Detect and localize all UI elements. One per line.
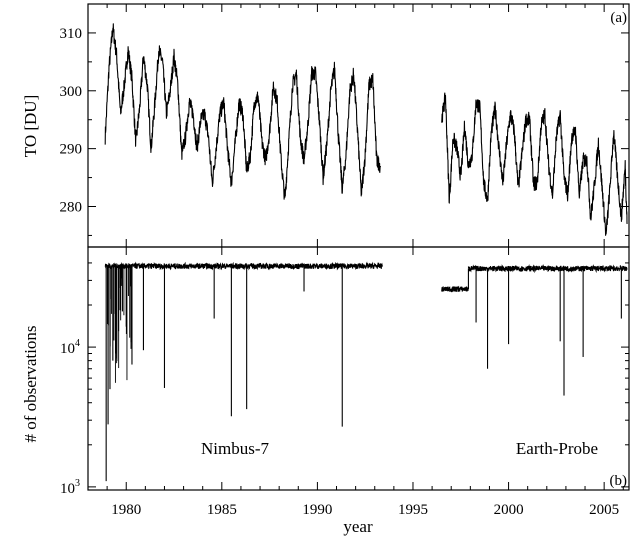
x-axis-label: year [343, 517, 373, 536]
ozone-series-segment-2 [441, 92, 628, 236]
annotation-earth-probe: Earth-Probe [516, 439, 598, 458]
panel-b-series [104, 261, 628, 482]
x-tick-label: 2005 [589, 502, 619, 518]
observations-baseline-1 [104, 261, 383, 271]
panel-a-frame [87, 3, 630, 248]
x-tick-label: 1985 [207, 502, 237, 518]
panel-a-ytick-label: 300 [60, 84, 83, 100]
panel-b-ytick-label: 104 [60, 338, 80, 357]
panel-a-ytick-label: 280 [60, 200, 83, 216]
x-tick-label: 1995 [398, 502, 428, 518]
panel-a-ytick-label: 310 [60, 26, 83, 42]
observations-baseline-2 [441, 285, 469, 293]
panel-b-ytick-label: 103 [60, 478, 80, 497]
panel-a-series [104, 23, 628, 236]
ozone-series-segment-1 [104, 23, 382, 200]
panel-b-ylabel: # of observations [21, 325, 40, 442]
annotation-nimbus-7: Nimbus-7 [201, 439, 270, 458]
observations-baseline-3 [467, 263, 628, 274]
panel-a-label: (a) [610, 10, 627, 26]
x-tick-label: 2000 [494, 502, 524, 518]
panel-a-ylabel: TO [DU] [21, 95, 40, 157]
x-tick-label: 1980 [111, 502, 141, 518]
panel-b-axis-ticks: 103 104 1980 1985 1990 1995 2000 2005 [60, 4, 629, 518]
panel-a-ytick-label: 290 [60, 142, 83, 158]
x-tick-label: 1990 [302, 502, 332, 518]
panel-b-label: (b) [610, 473, 628, 489]
panel-a-axis-ticks: 280 290 300 310 [60, 4, 629, 247]
